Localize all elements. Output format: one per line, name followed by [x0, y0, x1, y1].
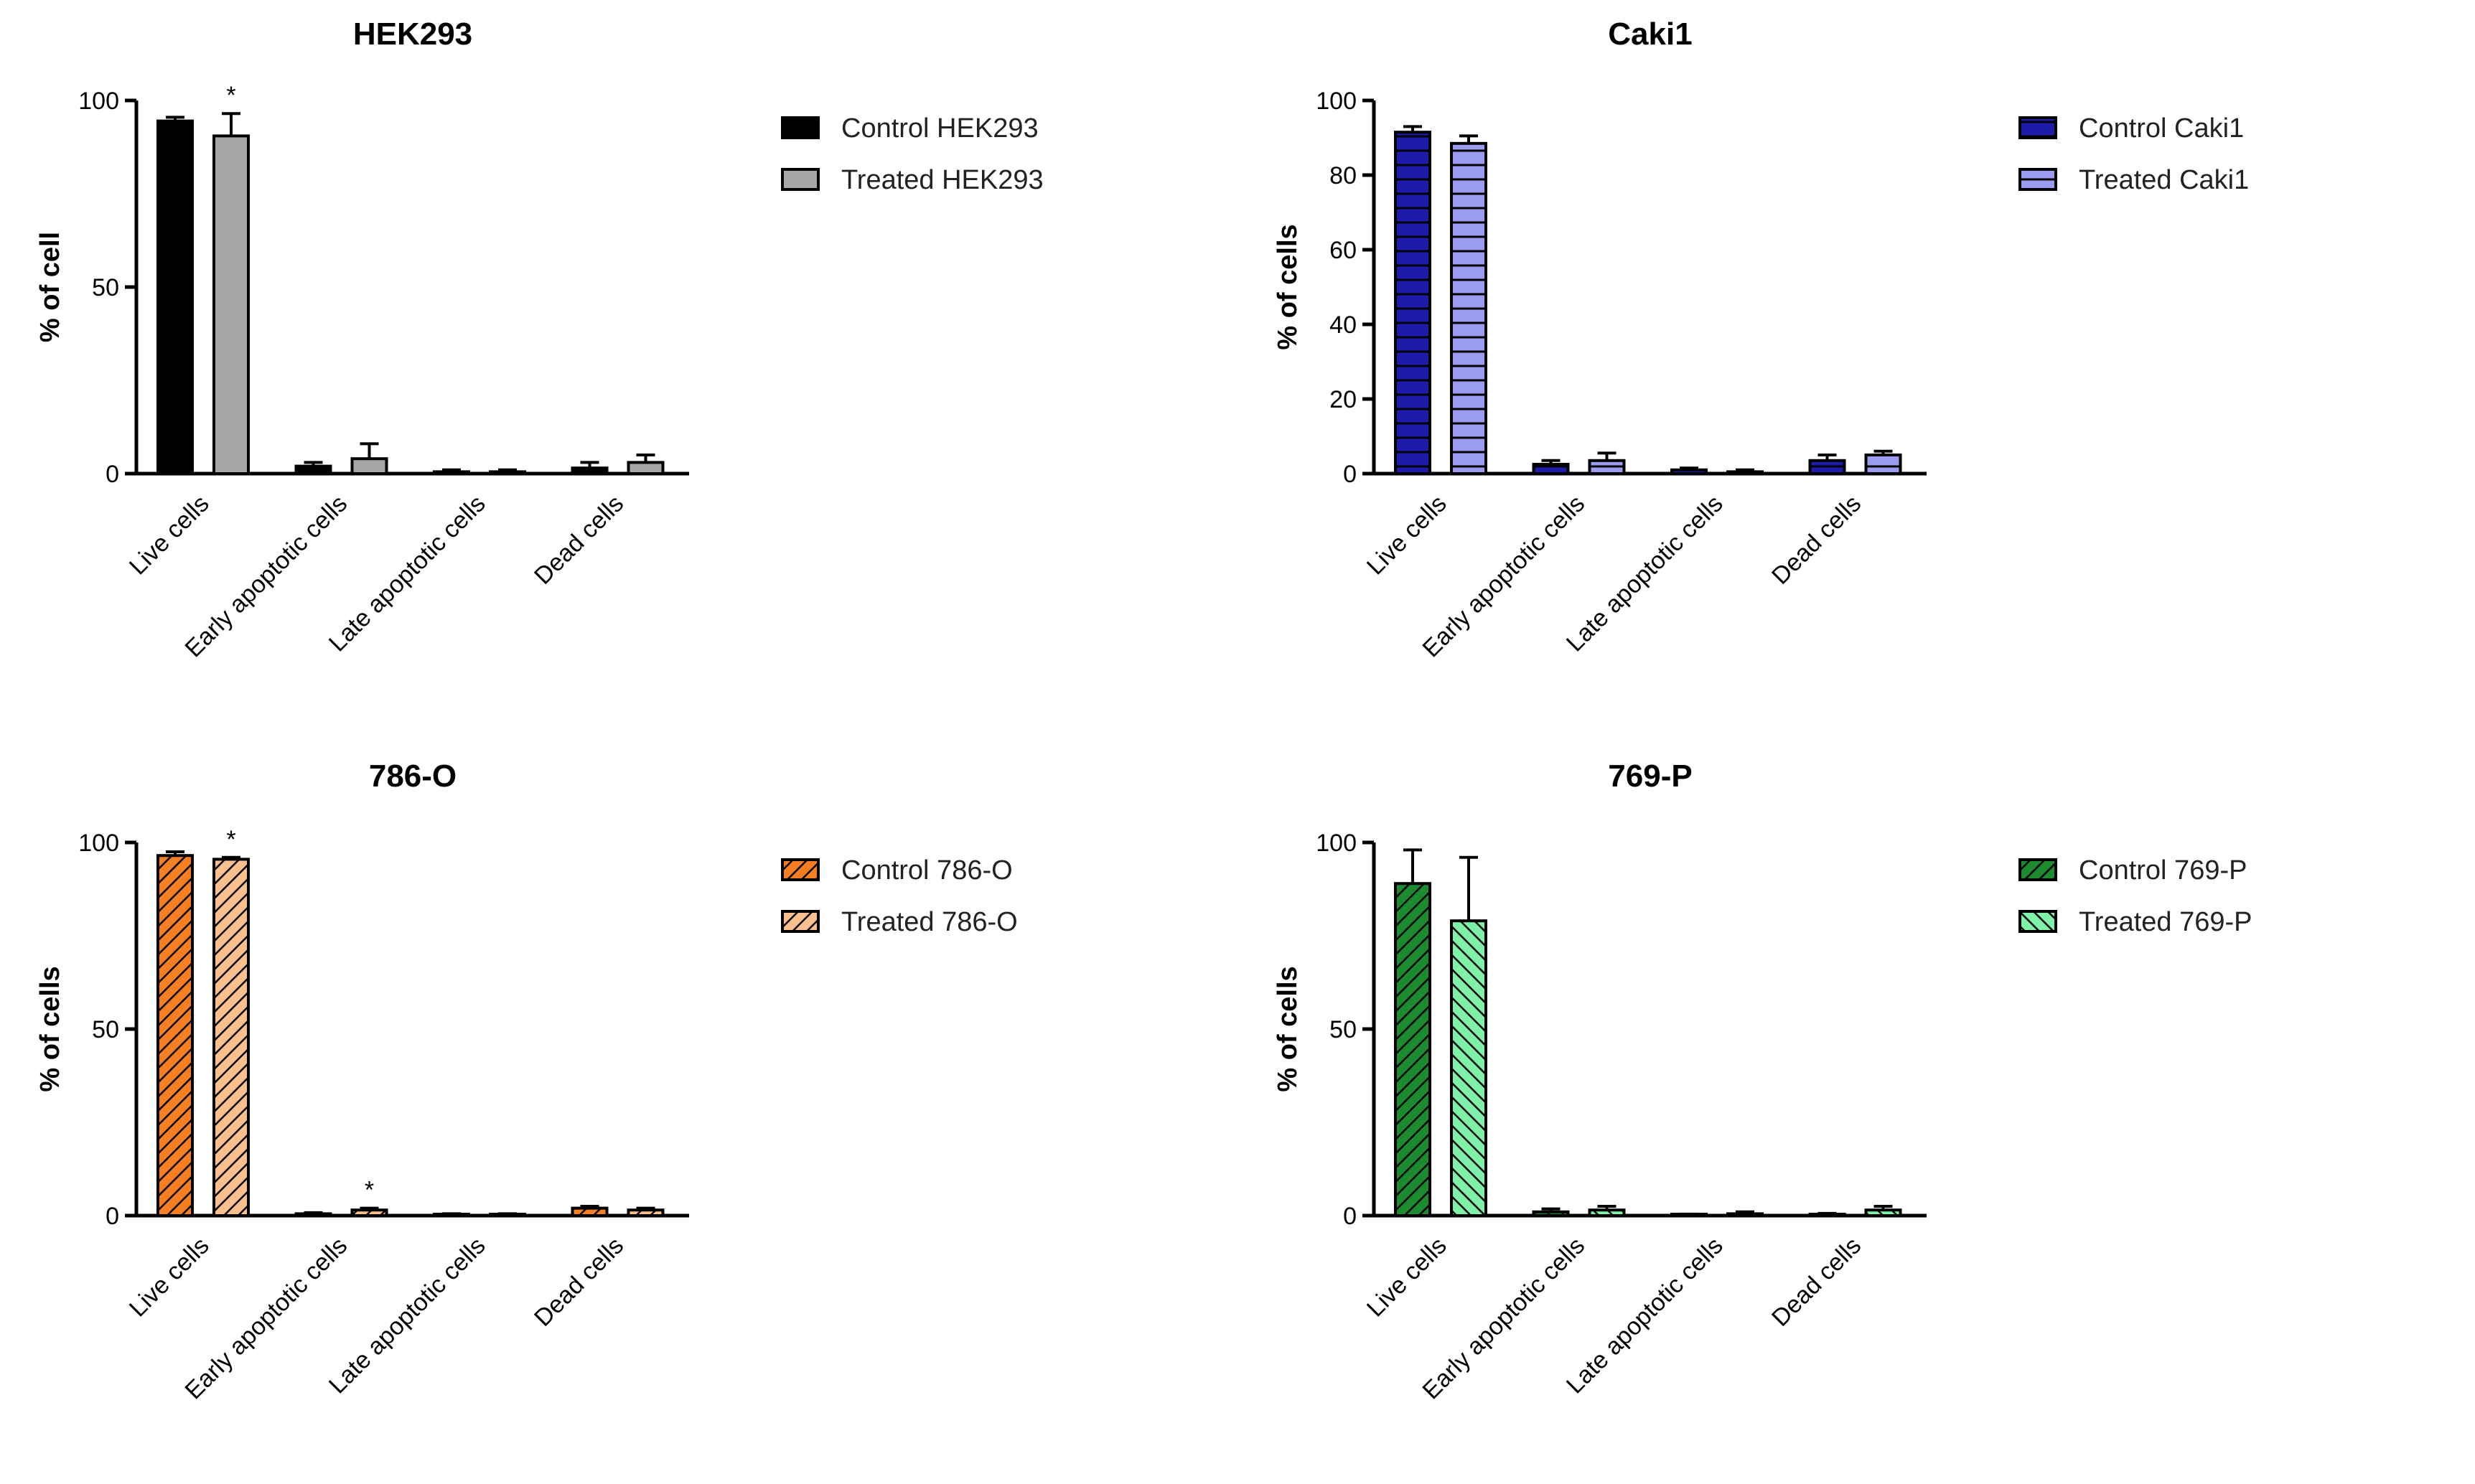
- bar-treated-786-o-dead-cells: [627, 1208, 665, 1218]
- y-tick-label: 20: [1329, 386, 1357, 413]
- legend-label: Treated 769-P: [2079, 907, 2252, 937]
- x-category-label: Live cells: [124, 1232, 215, 1323]
- legend-swatch: [2018, 858, 2057, 881]
- y-tick-label: 100: [78, 830, 119, 857]
- legend-swatch: [2018, 910, 2057, 933]
- y-axis-label: % of cells: [1273, 224, 1303, 349]
- x-category-label: Late apoptotic cells: [324, 1232, 491, 1399]
- significance-marker: *: [226, 82, 235, 109]
- chart-title: 786-O: [369, 759, 457, 794]
- legend-label: Treated Caki1: [2079, 165, 2249, 195]
- bar-treated-769-p-early-apoptotic-cells: [1588, 1208, 1626, 1218]
- chart-panel-hek293: HEK293% of cell 0 50 100 Live cells Early apo…: [0, 0, 1238, 742]
- bar-treated-769-p-late-apoptotic-cells: [1726, 1212, 1764, 1218]
- bar-control-hek293-early-apoptotic-cells: [294, 464, 332, 475]
- y-tick-label: 0: [106, 1203, 119, 1230]
- bar-control-769-p-live-cells: [1394, 882, 1431, 1217]
- chart-panel-786o: 786-O% of cells 0 50 100 Live cells Early apo…: [0, 742, 1238, 1484]
- significance-marker: *: [226, 826, 235, 853]
- x-category-label: Late apoptotic cells: [1561, 1232, 1728, 1399]
- chart-title: Caki1: [1608, 17, 1692, 52]
- y-tick-label: 60: [1329, 237, 1357, 264]
- y-tick-label: 0: [1343, 1203, 1357, 1230]
- legend-label: Control 786-O: [841, 855, 1013, 886]
- y-axis-label: % of cell: [35, 232, 65, 342]
- x-category-label: Live cells: [1362, 1232, 1452, 1323]
- y-tick-label: 100: [1316, 830, 1357, 857]
- legend-label: Control Caki1: [2079, 113, 2244, 144]
- bar-treated-769-p-dead-cells: [1864, 1208, 1902, 1218]
- legend-swatch: [781, 858, 820, 881]
- bar-treated-hek293-early-apoptotic-cells: [350, 457, 388, 476]
- bar-control-caki1-early-apoptotic-cells: [1532, 463, 1570, 475]
- x-category-label: Live cells: [1362, 490, 1452, 581]
- legend-label: Control HEK293: [841, 113, 1039, 144]
- y-tick-label: 50: [92, 274, 119, 301]
- bar-control-caki1-dead-cells: [1808, 459, 1846, 475]
- y-axis-label: % of cells: [35, 966, 65, 1091]
- y-tick-label: 0: [106, 461, 119, 488]
- bar-treated-786-o-early-apoptotic-cells: [350, 1208, 388, 1218]
- x-category-label: Dead cells: [1767, 490, 1866, 590]
- y-tick-label: 50: [92, 1016, 119, 1043]
- legend-label: Treated 786-O: [841, 907, 1018, 937]
- bar-control-hek293-late-apoptotic-cells: [433, 470, 470, 476]
- bar-treated-hek293-live-cells: [212, 134, 250, 475]
- legend-swatch: [781, 116, 820, 139]
- legend-swatch: [2018, 168, 2057, 191]
- bar-treated-caki1-late-apoptotic-cells: [1726, 470, 1764, 476]
- chart-panel-769p: 769-P% of cells 0 50 100 Live cells Early apo…: [1238, 742, 2475, 1484]
- x-category-label: Dead cells: [529, 490, 629, 590]
- bar-treated-hek293-dead-cells: [627, 461, 665, 476]
- legend-label: Treated HEK293: [841, 165, 1044, 195]
- y-tick-label: 50: [1329, 1016, 1357, 1043]
- x-category-label: Live cells: [124, 490, 215, 581]
- x-category-label: Late apoptotic cells: [324, 490, 491, 657]
- legend-swatch: [2018, 116, 2057, 139]
- chart-panel-caki1: Caki1% of cells 0 20 40 60 80 100 Live cells Ear…: [1238, 0, 2475, 742]
- y-tick-label: 80: [1329, 162, 1357, 189]
- legend-swatch: [781, 910, 820, 933]
- bar-control-hek293-live-cells: [156, 119, 194, 475]
- legend-label: Control 769-P: [2079, 855, 2247, 886]
- bar-control-786-o-dead-cells: [571, 1206, 609, 1217]
- bar-treated-caki1-live-cells: [1450, 141, 1487, 476]
- chart-title: HEK293: [353, 17, 472, 52]
- chart-title: 769-P: [1608, 759, 1692, 794]
- x-category-label: Late apoptotic cells: [1561, 490, 1728, 657]
- bar-control-caki1-late-apoptotic-cells: [1670, 468, 1708, 475]
- y-tick-label: 100: [78, 88, 119, 115]
- x-category-label: Dead cells: [529, 1232, 629, 1332]
- legend-swatch: [781, 168, 820, 191]
- bar-control-hek293-dead-cells: [571, 466, 609, 476]
- bar-control-786-o-live-cells: [156, 854, 194, 1217]
- bar-control-769-p-early-apoptotic-cells: [1532, 1210, 1570, 1217]
- bar-control-caki1-live-cells: [1394, 131, 1431, 475]
- bar-treated-caki1-early-apoptotic-cells: [1588, 459, 1626, 475]
- y-tick-label: 40: [1329, 311, 1357, 339]
- y-tick-label: 100: [1316, 88, 1357, 115]
- x-category-label: Dead cells: [1767, 1232, 1866, 1332]
- bar-treated-caki1-dead-cells: [1864, 454, 1902, 475]
- bar-treated-769-p-live-cells: [1450, 919, 1487, 1217]
- y-tick-label: 0: [1343, 461, 1357, 488]
- significance-marker: *: [365, 1177, 374, 1204]
- bar-treated-786-o-live-cells: [212, 858, 250, 1217]
- y-axis-label: % of cells: [1273, 966, 1303, 1091]
- bar-treated-hek293-late-apoptotic-cells: [489, 470, 526, 476]
